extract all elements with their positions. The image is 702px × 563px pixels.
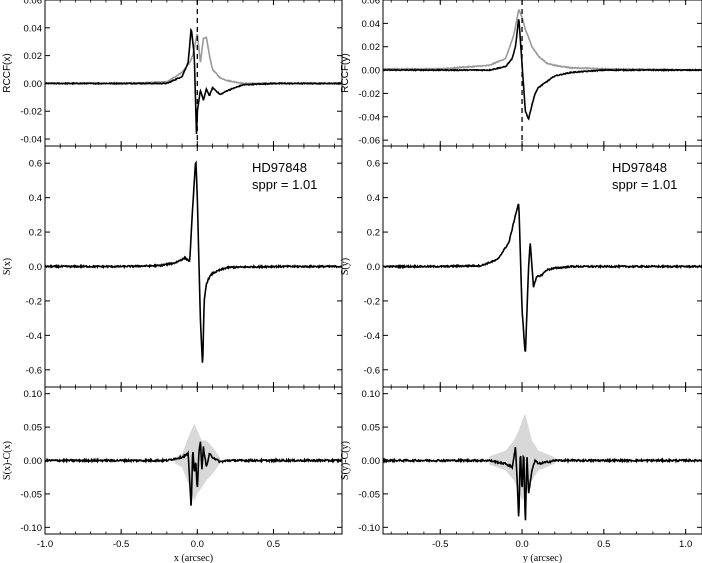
residual-x-panel: -0.10 -0.05 0.00 0.05 0.10 -1.0 -0.5 0.0 0.5 x (a… — [2, 386, 343, 563]
series-line-0 — [383, 203, 702, 352]
x-tick-label: 1.0 — [679, 539, 692, 550]
y-tick-label: 0.4 — [367, 193, 380, 204]
y-axis-label: S(x)-C(x) — [2, 441, 13, 480]
y-tick-label: 0.05 — [24, 423, 43, 434]
residual-y-panel: -0.10 -0.05 0.00 0.05 0.10 -0.5 0.0 0.5 1.0 y (ar… — [340, 386, 702, 563]
y-tick-label: -0.02 — [20, 107, 42, 118]
rccf-y-panel: -0.06 -0.04 -0.02 0.00 0.02 0.04 0.06 RCCF(y) — [340, 0, 702, 147]
x-tick-label: 0.0 — [515, 539, 528, 550]
y-tick-label: -0.10 — [20, 523, 42, 534]
y-tick-label: 0.2 — [29, 228, 42, 239]
y-tick-label: 0.6 — [367, 159, 380, 170]
y-tick-label: 0.6 — [29, 159, 42, 170]
y-tick-label: 0.02 — [362, 42, 381, 53]
x-tick-label: -1.0 — [37, 539, 53, 550]
y-axis-label: S(y)-C(y) — [340, 441, 351, 480]
y-tick-label: 0.06 — [362, 0, 381, 7]
rccf-x-panel: -0.04 -0.02 0.00 0.02 0.04 0.06 RCCF(x) — [2, 0, 343, 147]
y-tick-label: 0.00 — [362, 456, 381, 467]
y-tick-label: 0.10 — [24, 389, 43, 400]
s-x-panel: -0.6 -0.4 -0.2 0.0 0.2 0.4 0.6 S(x) HD97848 sppr … — [2, 145, 343, 388]
x-tick-label: -0.5 — [113, 539, 129, 550]
y-tick-label: -0.4 — [26, 331, 42, 342]
series-line-0 — [383, 447, 702, 521]
y-tick-label: 0.0 — [29, 262, 42, 273]
y-tick-label: 0.00 — [362, 66, 381, 77]
y-tick-label: 0.02 — [24, 51, 43, 62]
y-tick-label: -0.04 — [358, 112, 380, 123]
y-tick-label: -0.2 — [364, 296, 380, 307]
plot-frame — [44, 0, 343, 147]
s-y-panel: -0.6 -0.4 -0.2 0.0 0.2 0.4 0.6 S(y) HD97848 sppr … — [340, 145, 702, 388]
y-tick-label: 0.00 — [24, 79, 43, 90]
series-line-0 — [383, 8, 702, 72]
star-name-annotation: HD97848 — [252, 160, 307, 175]
x-tick-label: 0.5 — [267, 539, 280, 550]
y-tick-label: -0.05 — [358, 489, 380, 500]
star-name-annotation: HD97848 — [612, 160, 667, 175]
y-tick-label: 0.00 — [24, 456, 43, 467]
y-tick-label: 0.04 — [362, 19, 381, 30]
y-tick-label: -0.04 — [20, 135, 42, 146]
x-tick-label: -0.5 — [432, 539, 448, 550]
y-tick-label: 0.06 — [24, 0, 43, 7]
y-tick-label: -0.05 — [20, 489, 42, 500]
uncertainty-band — [174, 423, 221, 501]
y-tick-label: -0.4 — [364, 331, 380, 342]
y-tick-label: -0.6 — [364, 365, 380, 376]
y-tick-label: 0.4 — [29, 193, 42, 204]
x-axis-label: y (arcsec) — [523, 553, 562, 563]
y-tick-label: 0.2 — [367, 228, 380, 239]
series-line-1 — [383, 19, 702, 121]
series-line-1 — [45, 27, 342, 135]
y-tick-label: -0.02 — [358, 89, 380, 100]
y-tick-label: 0.0 — [367, 262, 380, 273]
x-tick-label: 0.5 — [597, 539, 610, 550]
y-axis-label: S(x) — [2, 258, 13, 275]
uncertainty-band — [489, 413, 555, 501]
y-axis-label: S(y) — [340, 258, 351, 275]
x-axis-label: x (arcsec) — [174, 553, 213, 563]
sppr-annotation: sppr = 1.01 — [612, 177, 677, 192]
sppr-annotation: sppr = 1.01 — [252, 177, 317, 192]
y-tick-label: 0.04 — [24, 23, 43, 34]
plot-frame — [382, 0, 702, 147]
y-axis-label: RCCF(y) — [340, 53, 351, 92]
series-line-0 — [45, 441, 342, 506]
y-tick-label: -0.06 — [358, 136, 380, 147]
y-tick-label: -0.6 — [26, 365, 42, 376]
y-tick-label: 0.10 — [362, 389, 381, 400]
y-tick-label: -0.2 — [26, 296, 42, 307]
y-tick-label: -0.10 — [358, 523, 380, 534]
y-tick-label: 0.05 — [362, 423, 381, 434]
x-tick-label: 0.0 — [191, 539, 204, 550]
y-axis-label: RCCF(x) — [2, 53, 13, 92]
series-line-0 — [45, 160, 342, 363]
